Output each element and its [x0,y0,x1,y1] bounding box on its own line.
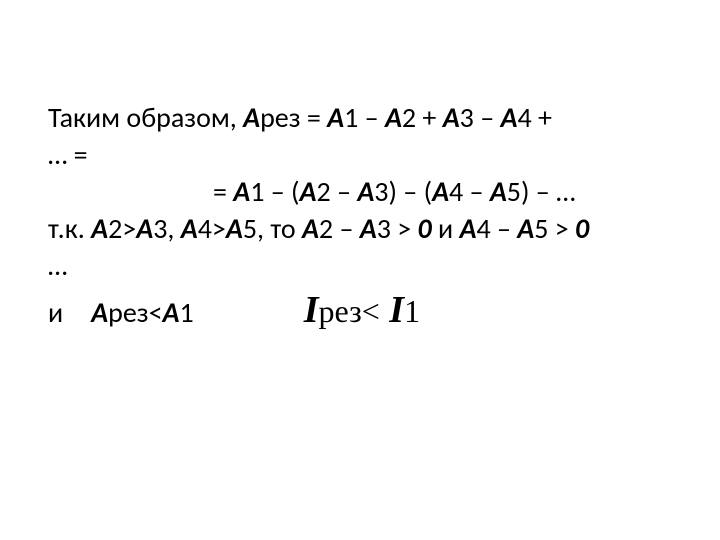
var-I: I [380,289,404,331]
text: 4 – [476,211,517,246]
text: 1 [180,295,194,330]
text: 3, [153,211,181,246]
text: 3 > [377,211,418,246]
text: рез< [108,295,162,330]
line-1: Таким образом, Арез = А1 – А2 + А3 – А4 … [48,100,672,137]
text: рез [319,293,362,329]
text: 1 [404,293,420,329]
line-5: … [48,248,672,285]
text: 3 – [460,100,501,135]
var-A: А [300,174,317,209]
line-3: = А1 – (А2 – А3) – (А4 – А5) – … [48,174,672,211]
text: 4 – [449,174,490,209]
var-A: А [500,100,517,135]
text: и [438,211,459,246]
text: 3) – ( [374,174,432,209]
text: 5, то [243,211,302,246]
line-4: т.к. А2>А3, А4>А5, то А2 – А3 > 0 и А4 –… [48,211,672,248]
var-A: А [517,211,534,246]
text: 2> [108,211,136,246]
var-A: А [459,211,476,246]
text: 5 > [534,211,575,246]
var-A: А [432,174,449,209]
text: 2 + [402,100,443,135]
var-A: А [360,211,377,246]
var-A: А [181,211,198,246]
text: = [213,174,233,209]
text: и [48,295,63,330]
var-A: А [385,100,402,135]
text: … = [48,137,88,172]
line-6: иАрез<А1Iрез< I1 [48,285,672,335]
text: 4 + [517,100,551,135]
text: 1 – [344,100,385,135]
var-A: А [226,211,243,246]
text: Таким образом, [48,100,243,135]
var-A: А [91,295,108,330]
text: 2 – [317,174,358,209]
var-A: А [136,211,153,246]
var-A: А [490,174,507,209]
text: 5) – … [507,174,576,209]
var-I: I [304,289,319,331]
text: < [362,293,380,329]
text: рез = [260,100,327,135]
text: т.к. [48,211,91,246]
var-A: А [163,295,180,330]
var-A: А [357,174,374,209]
text: 1 – ( [250,174,299,209]
var-A: А [233,174,250,209]
text: 2 – [319,211,360,246]
line-2: … = [48,137,672,174]
var-A: А [91,211,108,246]
var-zero: 0 [575,211,589,246]
text: 4> [198,211,226,246]
var-A: А [327,100,344,135]
var-zero: 0 [417,211,438,246]
var-A: А [243,100,260,135]
text: … [48,248,67,283]
var-A: А [302,211,319,246]
slide-content: Таким образом, Арез = А1 – А2 + А3 – А4 … [0,0,720,540]
var-A: А [443,100,460,135]
